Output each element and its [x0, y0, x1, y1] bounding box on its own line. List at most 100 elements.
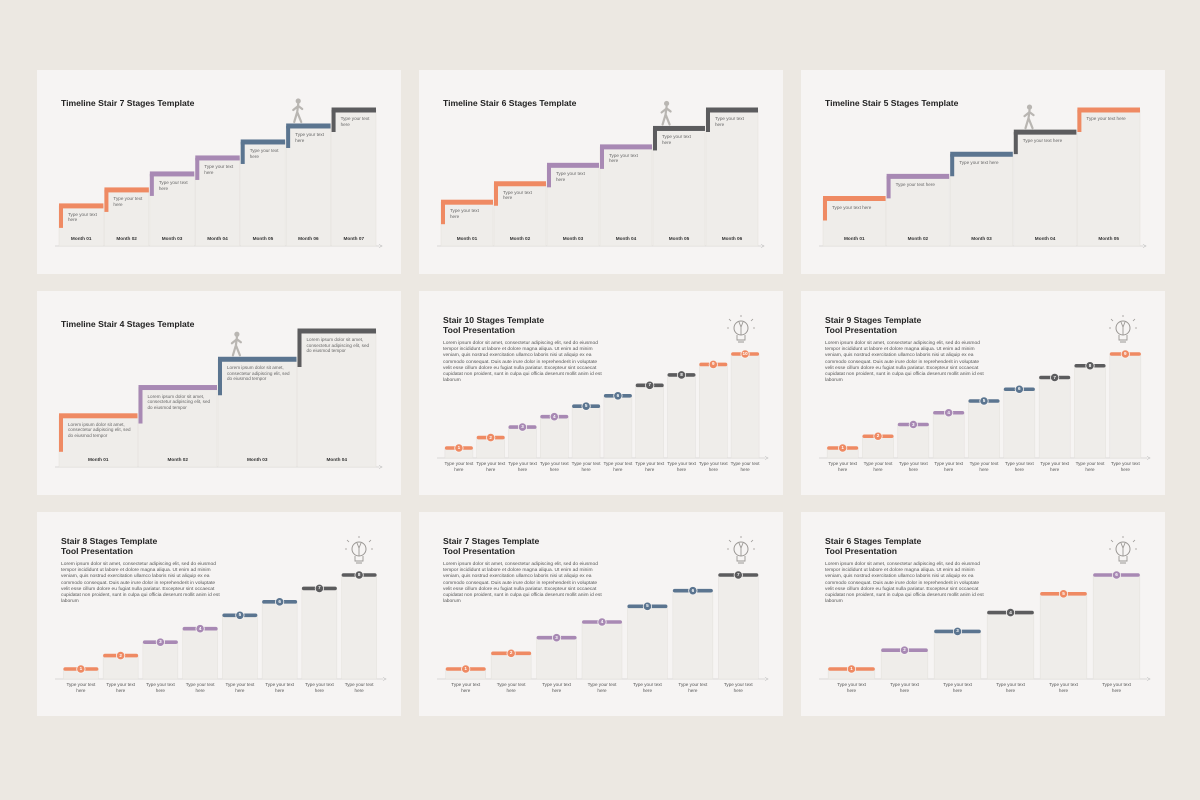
step-number: 7 — [648, 382, 651, 388]
step-label: Type your text here — [635, 461, 665, 472]
stair-column — [886, 176, 950, 247]
step-marker — [597, 617, 607, 627]
stair-riser — [706, 110, 710, 132]
step-marker — [873, 431, 883, 441]
slide-subtitle: Tool Presentation — [825, 325, 897, 335]
step-text: Type your text here — [158, 179, 188, 191]
stair-step — [59, 203, 104, 209]
month-label: Month 05 — [1098, 236, 1119, 241]
step-number: 5 — [238, 612, 242, 618]
stair-riser — [240, 141, 245, 164]
stair-riser — [823, 198, 827, 221]
stair-column — [1109, 353, 1142, 459]
step-number: 10 — [742, 351, 748, 356]
step-text: Type your text here — [249, 147, 279, 159]
stair-column — [285, 125, 331, 247]
step-number: 4 — [947, 409, 950, 415]
step-marker — [354, 570, 364, 580]
step-marker — [454, 443, 464, 453]
step-number: 3 — [956, 628, 959, 634]
step-text: Type your text here — [113, 195, 143, 207]
month-label: Month 04 — [207, 236, 228, 241]
step-marker — [613, 391, 623, 401]
slide: Timeline Stair 7 Stages Template Type you… — [37, 70, 401, 274]
step-number: 7 — [318, 585, 321, 591]
step-label: Type your text here — [667, 461, 696, 472]
step-label: Type your text here — [996, 682, 1025, 693]
step-number: 4 — [553, 413, 556, 419]
step-text: Lorem ipsum dolor sit amet, consectetur … — [147, 393, 211, 410]
axis-arrow — [760, 244, 765, 248]
step-marker — [838, 443, 848, 453]
step-text: Type your text here — [895, 182, 935, 188]
step-label: Type your text here — [451, 682, 481, 693]
stair-column — [571, 405, 601, 459]
step-marker — [846, 664, 857, 674]
step-label: Type your text here — [542, 682, 571, 693]
slide-graphic — [55, 98, 383, 248]
stair-riser — [886, 176, 891, 199]
slide-title: Stair 7 Stages Template — [443, 536, 540, 546]
step-number: 2 — [876, 433, 880, 439]
stair-riser — [59, 205, 63, 228]
step-number: 1 — [457, 445, 461, 450]
step-text: Lorem ipsum dolor sit amet, consectetur … — [68, 421, 131, 438]
slide-body: Lorem ipsum dolor sit amet, consectetur … — [825, 341, 984, 384]
slide-body: Lorem ipsum dolor sit amet, consectetur … — [825, 562, 984, 605]
step-text: Type your text here — [295, 131, 324, 143]
step-label: Type your text here — [539, 461, 569, 472]
slide-graphic — [437, 536, 769, 681]
step-label: Type your text here — [496, 682, 526, 693]
stair-column — [142, 641, 179, 680]
stair-column — [1003, 389, 1036, 459]
stair-riser — [653, 128, 657, 151]
step-label: Type your text here — [678, 682, 708, 693]
bulb-base — [1118, 321, 1128, 343]
stair-riser — [138, 387, 143, 424]
axis-arrow — [382, 677, 387, 681]
step-label: Type your text here — [898, 461, 928, 472]
axis-arrow — [378, 244, 383, 248]
axis-arrow — [1142, 244, 1147, 248]
stair-step — [138, 385, 217, 391]
axis-arrow — [764, 456, 769, 460]
stair-riser — [600, 146, 604, 169]
stair-riser — [1077, 110, 1082, 132]
stair-column — [341, 574, 377, 680]
slide-graphic — [819, 315, 1151, 460]
slide: Timeline Stair 6 Stages Template Type you… — [419, 70, 783, 274]
step-label: Type your text here — [943, 682, 972, 693]
stair-column — [1013, 131, 1077, 247]
stair-column — [627, 606, 668, 680]
stair-riser — [441, 202, 445, 225]
figure-head — [664, 100, 670, 107]
month-label: Month 02 — [116, 236, 137, 241]
step-marker — [1120, 349, 1130, 359]
stair-step — [547, 162, 599, 168]
step-number: 6 — [616, 392, 620, 398]
slide-body: Lorem ipsum dolor sit amet, consectetur … — [443, 562, 602, 605]
stair-riser — [286, 125, 291, 148]
step-number: 1 — [841, 445, 844, 450]
step-marker — [740, 349, 750, 359]
step-label: Type your text here — [1075, 461, 1105, 472]
stair-column — [58, 205, 104, 247]
axis-arrow — [1146, 456, 1151, 460]
stair-step — [886, 173, 950, 179]
stair-column — [540, 416, 569, 459]
step-number: 5 — [982, 398, 986, 403]
bulb-rays — [345, 536, 373, 550]
step-text: Type your text here — [450, 208, 479, 219]
step-number: 1 — [79, 666, 83, 671]
step-marker — [275, 597, 285, 607]
stair-column — [297, 330, 377, 468]
slide-title: Stair 9 Stages Template — [825, 315, 922, 325]
stair-step — [494, 181, 546, 187]
step-marker — [1085, 361, 1095, 371]
step-label: Type your text here — [571, 461, 601, 472]
step-text: Type your text here — [1022, 138, 1063, 144]
step-label: Type your text here — [66, 682, 96, 693]
month-label: Month 04 — [326, 457, 348, 462]
figure-head — [234, 331, 240, 337]
step-text: Type your text here — [832, 204, 872, 210]
